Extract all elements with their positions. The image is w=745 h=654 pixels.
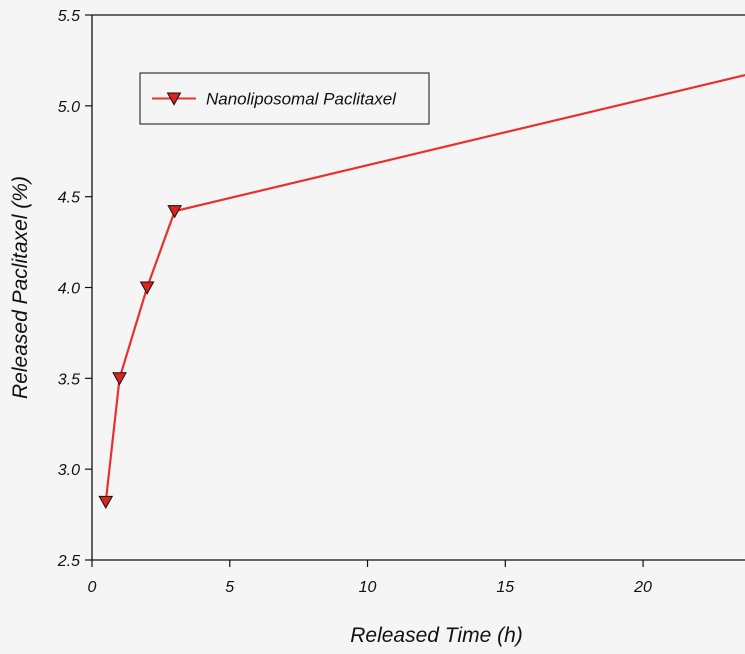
data-point-marker [98, 495, 114, 510]
x-tick-label: 10 [359, 579, 377, 596]
y-axis-ticks: 2.5 3.0 3.5 4.0 4.5 5.0 5.5 [57, 8, 92, 570]
plot-area: 2.5 3.0 3.5 4.0 4.5 5.0 5.5 0 5 10 15 20 [57, 8, 745, 596]
data-point-marker [139, 281, 155, 295]
x-tick-label: 5 [225, 579, 234, 596]
legend-label: Nanoliposomal Paclitaxel [206, 90, 397, 109]
y-tick-label: 2.5 [57, 553, 80, 570]
x-tick-label: 0 [88, 579, 97, 596]
y-tick-label: 4.5 [58, 190, 80, 207]
data-point-marker [112, 372, 127, 386]
y-tick-label: 4.0 [58, 281, 80, 298]
x-axis-ticks: 0 5 10 15 20 [88, 560, 652, 596]
y-tick-label: 3.0 [58, 462, 80, 479]
y-tick-label: 5.0 [58, 99, 80, 116]
x-tick-label: 15 [496, 579, 514, 596]
y-tick-label: 5.5 [58, 8, 80, 25]
y-tick-label: 3.5 [58, 371, 80, 388]
x-axis-title: Released Time (h) [350, 624, 523, 647]
legend: Nanoliposomal Paclitaxel [139, 72, 430, 125]
x-tick-label: 20 [633, 579, 652, 596]
series-layer [98, 73, 745, 510]
legend-marker-swatch [166, 92, 182, 106]
y-axis-title: Released Paclitaxel (%) [9, 176, 32, 399]
data-point-marker [167, 205, 183, 219]
